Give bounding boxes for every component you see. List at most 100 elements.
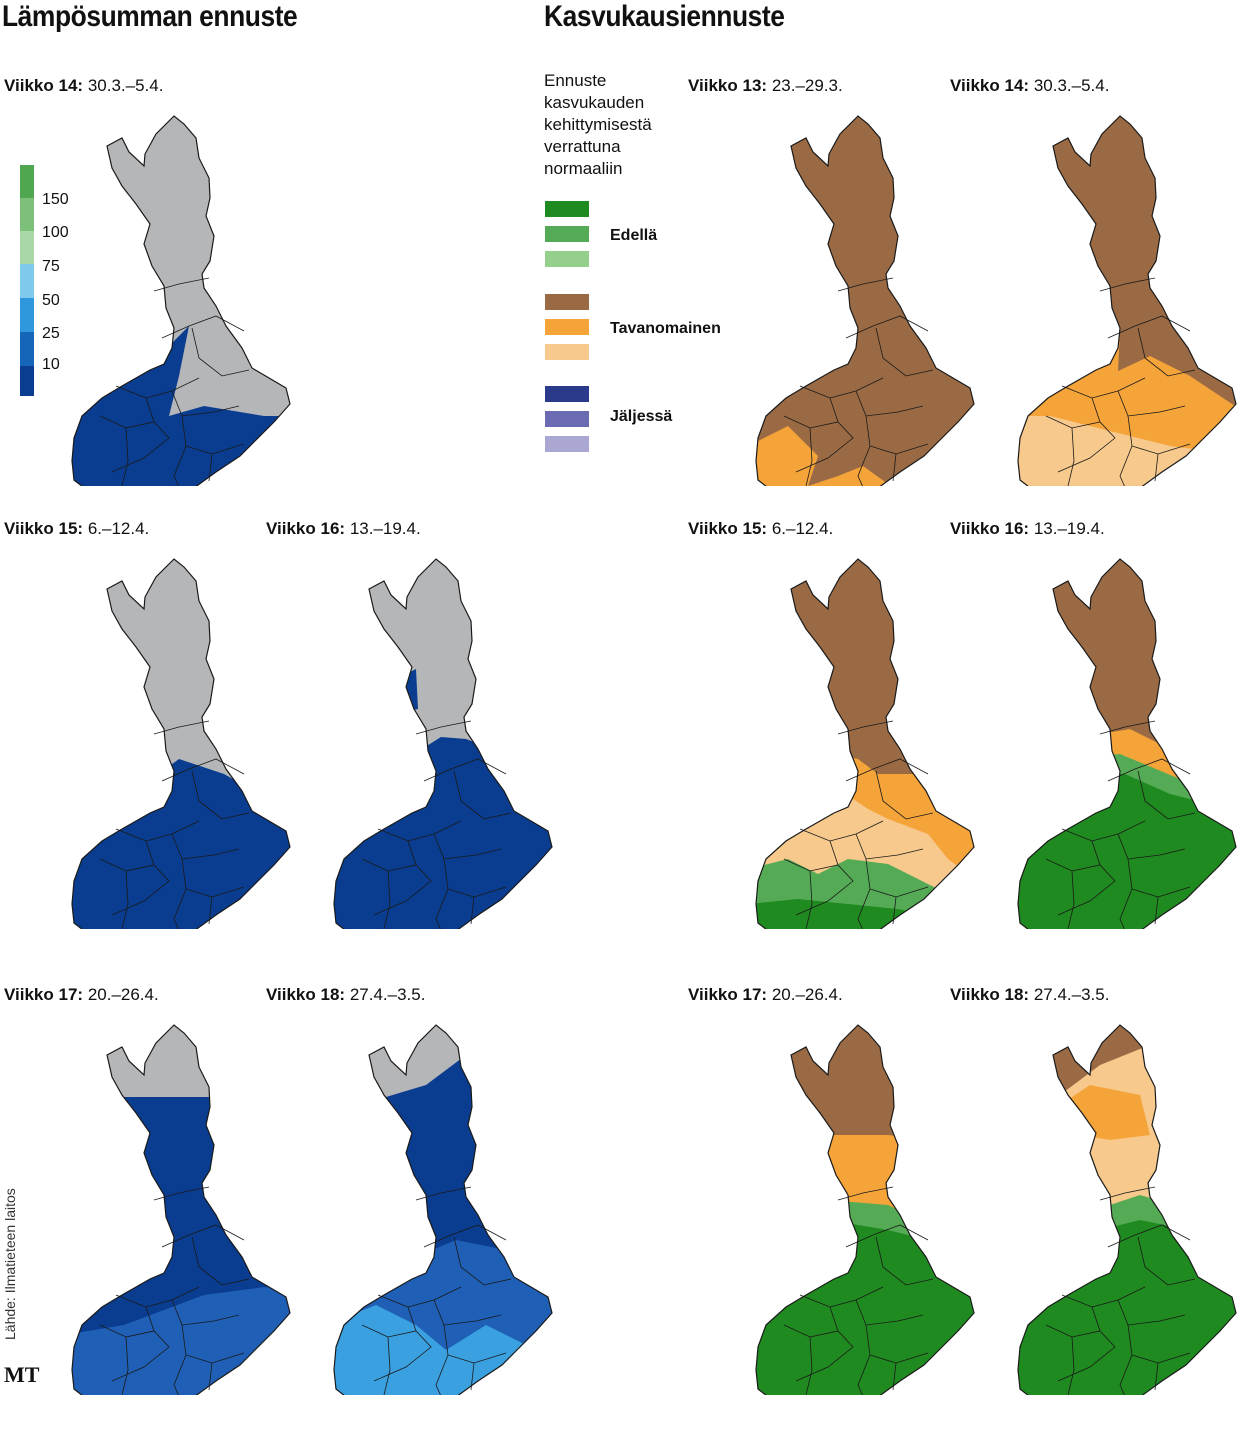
heat-legend-tick: 75 (42, 258, 60, 275)
growth-map-panel-w18: Viikko 18: 27.4.–3.5. (950, 985, 1237, 1435)
region-border (115, 820, 200, 842)
heat-legend-swatch (20, 264, 34, 298)
heat-zone-10 (334, 737, 552, 929)
heat-legend-tick: 50 (42, 292, 60, 309)
region-border (377, 1286, 462, 1308)
finland-map (755, 558, 975, 929)
heat-legend-tick: 10 (42, 356, 60, 373)
map-fill-group (1018, 116, 1236, 486)
heat-map-panel-w17: Viikko 17: 20.–26.4. (4, 985, 291, 1435)
region-border (1067, 427, 1075, 486)
region-border (805, 870, 813, 929)
finland-map (71, 558, 291, 929)
region-borders (755, 115, 975, 486)
region-border (865, 1324, 929, 1364)
week-label: Viikko 15: (4, 519, 84, 538)
week-label: Viikko 18: (266, 985, 346, 1004)
region-border (181, 1324, 245, 1364)
region-border (145, 840, 155, 866)
region-border (99, 858, 170, 916)
heat-legend-swatch (20, 298, 34, 332)
region-border (845, 758, 929, 782)
map-fill-group (1018, 1025, 1236, 1395)
region-border (121, 427, 129, 486)
heat-sum-title: Lämpösumman ennuste (2, 0, 298, 33)
region-border (875, 770, 934, 820)
region-border (383, 1336, 391, 1395)
region-border (453, 1236, 512, 1286)
growth-normal-light (1018, 416, 1236, 486)
region-border (453, 770, 512, 820)
finland-map (333, 558, 553, 929)
region-border (1091, 840, 1101, 866)
growth-panel-label: Viikko 17: 20.–26.4. (688, 985, 843, 1005)
date-range: 20.–26.4. (771, 985, 843, 1004)
date-range: 6.–12.4. (771, 519, 834, 538)
legend-swatch-behind-2 (545, 411, 589, 427)
region-border (153, 1186, 210, 1201)
region-border (153, 720, 210, 735)
heat-legend-tick: 25 (42, 325, 60, 342)
region-border (423, 758, 507, 782)
region-border (171, 1299, 240, 1326)
growth-panel-label: Viikko 16: 13.–19.4. (950, 519, 1105, 539)
region-borders (333, 1024, 553, 1395)
heat-panel-label: Viikko 14: 30.3.–5.4. (4, 76, 163, 96)
country-outline (333, 1024, 553, 1395)
heat-panel-label: Viikko 17: 20.–26.4. (4, 985, 159, 1005)
country-outline (333, 558, 553, 929)
region-border (415, 1186, 472, 1201)
region-border (1127, 1324, 1191, 1364)
region-border (161, 1224, 245, 1248)
week-label: Viikko 14: (4, 76, 84, 95)
growth-panel-label: Viikko 13: 23.–29.3. (688, 76, 843, 96)
heat-panel-label: Viikko 15: 6.–12.4. (4, 519, 149, 539)
heat-legend-tick: 100 (42, 224, 69, 241)
region-border (845, 315, 929, 339)
region-border (845, 1224, 929, 1248)
region-border (783, 1324, 854, 1382)
region-border (407, 840, 417, 866)
region-border (837, 720, 894, 735)
heat-panel-label: Viikko 18: 27.4.–3.5. (266, 985, 425, 1005)
finland-map (1017, 558, 1237, 929)
region-border (1119, 888, 1133, 929)
region-border (161, 758, 245, 782)
region-border (191, 770, 250, 820)
region-border (383, 870, 391, 929)
week-label: Viikko 14: (950, 76, 1030, 95)
region-border (191, 327, 250, 377)
date-range: 30.3.–5.4. (87, 76, 164, 95)
country-outline (755, 115, 975, 486)
legend-swatch-ahead-3 (545, 251, 589, 267)
region-border (1067, 870, 1075, 929)
region-border (443, 858, 507, 898)
region-border (423, 1224, 507, 1248)
region-border (1099, 277, 1156, 292)
heat-legend-swatch (20, 198, 34, 231)
region-border (829, 1306, 839, 1332)
region-border (1045, 415, 1116, 473)
source-credit: Lähde: Ilmatieteen laitos (2, 1188, 18, 1340)
date-range: 20.–26.4. (87, 985, 159, 1004)
legend-label-ahead: Edellä (610, 227, 658, 244)
date-range: 30.3.–5.4. (1033, 76, 1110, 95)
region-border (805, 1336, 813, 1395)
heat-map-panel-w18: Viikko 18: 27.4.–3.5. (266, 985, 553, 1435)
region-border (1119, 1354, 1133, 1395)
region-border (99, 1324, 170, 1382)
heat-legend: 150 100 75 50 25 10 (20, 165, 80, 400)
region-border (1091, 1306, 1101, 1332)
growth-season-title: Kasvukausiennuste (544, 0, 785, 33)
region-border (171, 833, 240, 860)
region-border (1137, 327, 1196, 377)
finland-map (71, 1024, 291, 1395)
region-border (121, 1336, 129, 1395)
region-border (435, 1354, 449, 1395)
region-borders (333, 558, 553, 929)
region-borders (755, 558, 975, 929)
country-outline (755, 1024, 975, 1395)
region-border (1061, 820, 1146, 842)
week-label: Viikko 16: (266, 519, 346, 538)
region-border (1119, 445, 1133, 486)
